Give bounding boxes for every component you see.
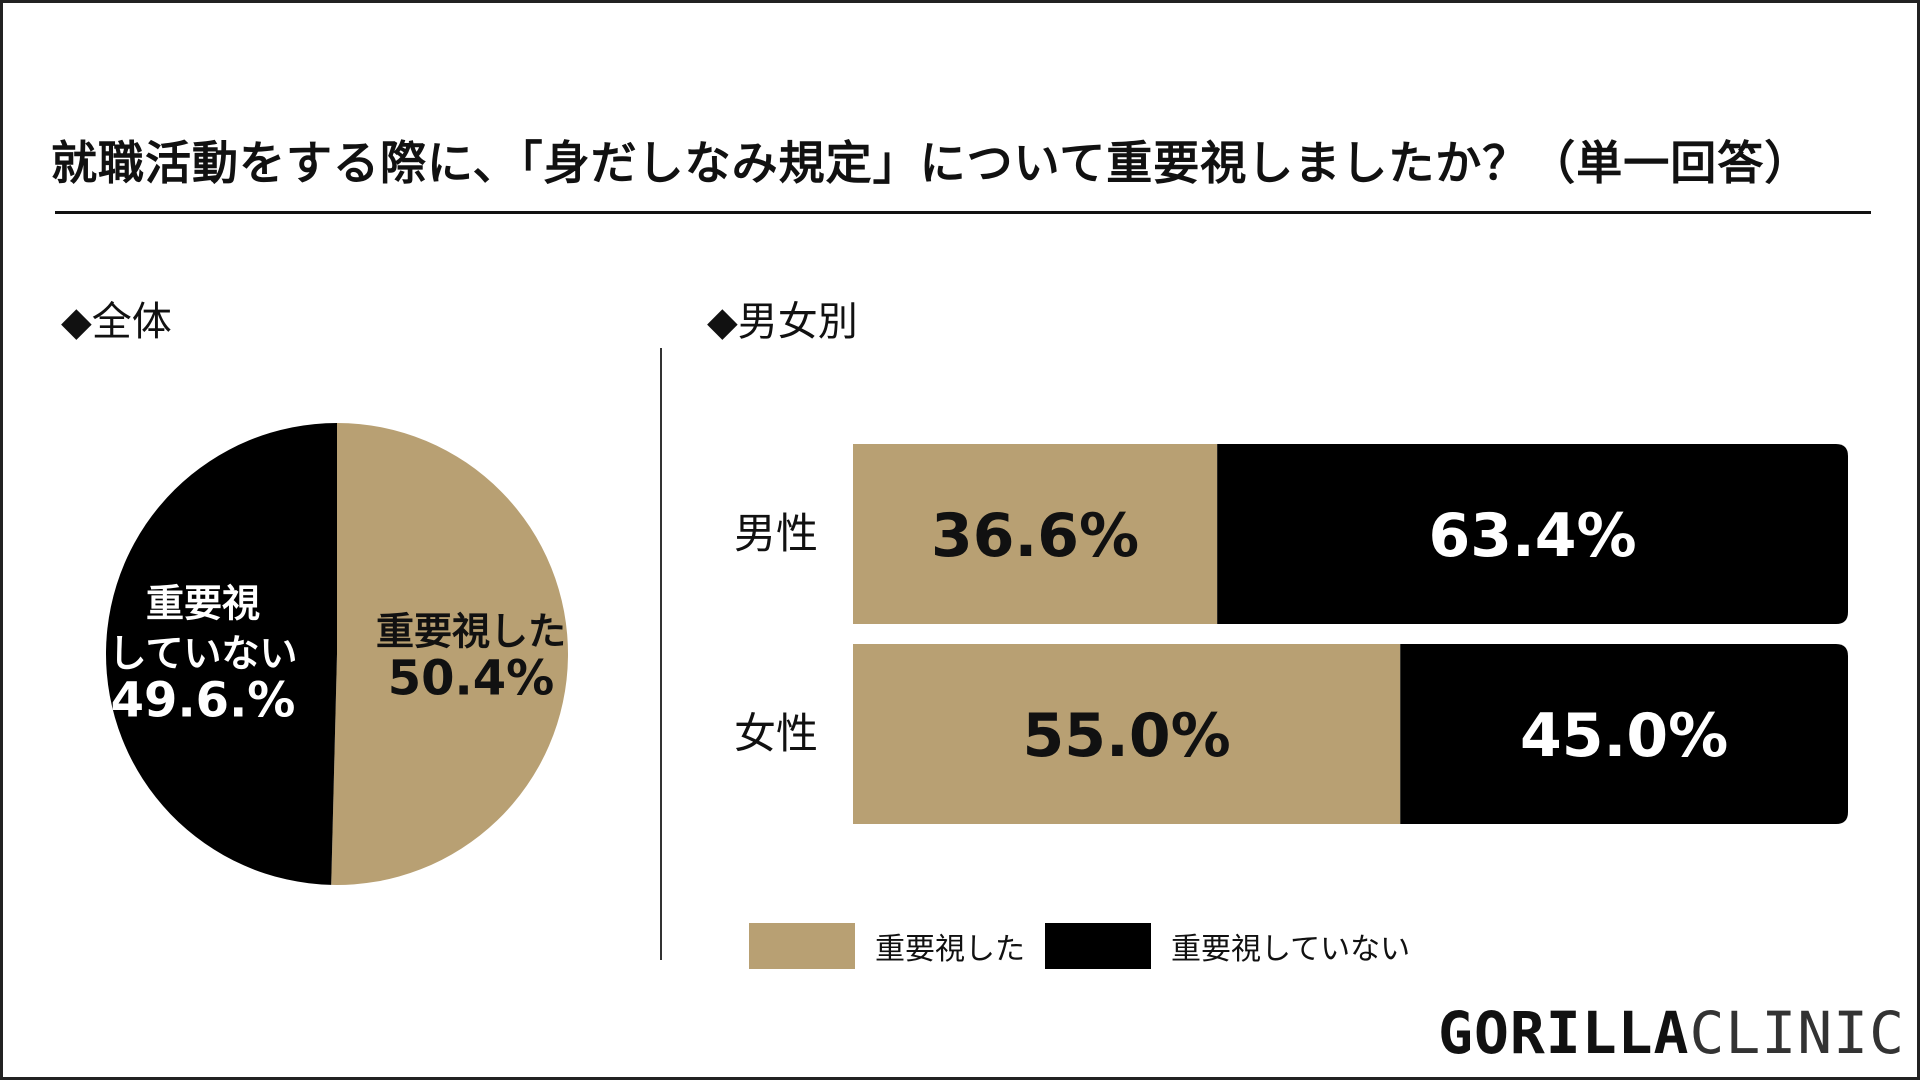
legend-item-not-important: 重要視していない [1045,923,1410,969]
pie-slice-not-important-label-line: していない [109,631,298,675]
section-title-by-gender: ◆男女別 [707,299,858,345]
pie-slice-important-label-line: 50.4% [388,651,555,707]
title-divider [55,211,1871,214]
pie-slice-important [331,423,569,885]
legend-label-important: 重要視した [875,932,1025,967]
brand-logo: GORILLA CLINIC [1438,999,1905,1067]
gender-stacked-bar-chart: 男性 36.6% 63.4% 女性 55.0% 45.0% [734,444,1848,824]
pie-slice-important-label-line: 重要視した [376,610,566,654]
chart-legend: 重要視した 重要視していない [749,923,1430,969]
bar-segment-female-not-important [1400,644,1848,824]
legend-label-not-important: 重要視していない [1171,932,1411,967]
pie-slice-not-important-label-line: 49.6.% [111,672,296,728]
bar-segment-male-not-important [1217,444,1848,624]
section-title-overall: ◆全体 [61,299,172,345]
bar-category-label-male: 男性 [734,509,818,558]
bar-value-label-female-important: 55.0% [1023,701,1231,771]
bar-category-label-female: 女性 [734,709,818,758]
section-divider [660,348,662,960]
bar-segment-male-important [853,444,1218,624]
bar-value-label-female-not-important: 45.0% [1520,701,1728,771]
legend-swatch-not-important [1045,923,1151,969]
pie-slice-not-important-label-line: 重要視 [146,581,260,625]
bar-segment-female-important [853,644,1401,824]
pie-slice-not-important [106,423,337,885]
bar-value-label-male-not-important: 63.4% [1429,501,1637,571]
bar-value-label-male-important: 36.6% [931,501,1139,571]
brand-logo-bold: GORILLA [1438,999,1690,1067]
legend-item-important: 重要視した [749,923,1025,969]
brand-logo-light: CLINIC [1689,999,1905,1067]
page-title: 就職活動をする際に、「身だしなみ規定」について重要視しましたか？（単一回答） [51,136,1812,190]
legend-swatch-important [749,923,855,969]
